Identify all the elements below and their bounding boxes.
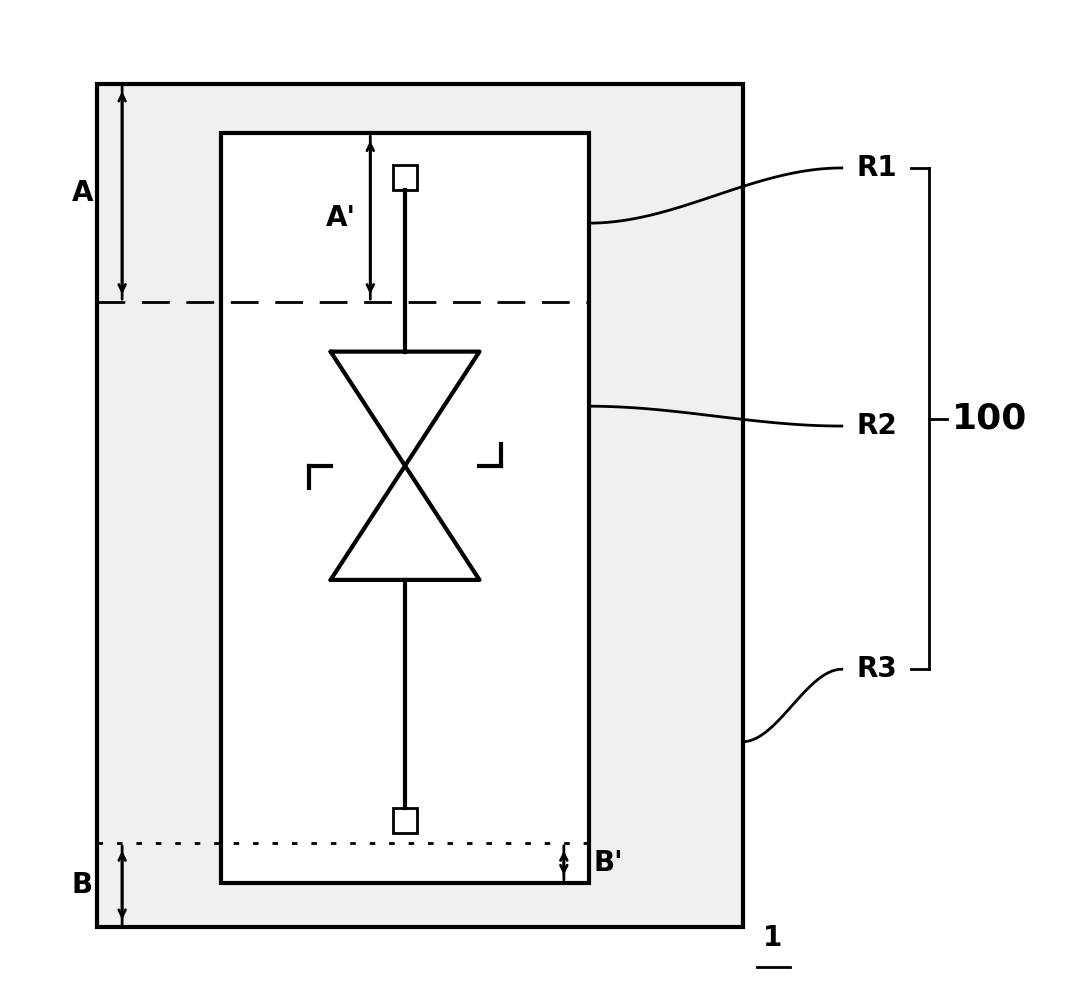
Text: 1: 1 <box>763 924 781 952</box>
Text: B: B <box>72 871 92 899</box>
Text: R2: R2 <box>856 412 898 440</box>
Text: B': B' <box>594 849 623 877</box>
Text: R1: R1 <box>856 154 898 182</box>
Text: R3: R3 <box>856 656 898 684</box>
Bar <box>393 165 418 190</box>
Bar <box>97 83 742 927</box>
Text: A: A <box>72 179 94 207</box>
Text: A': A' <box>325 203 356 231</box>
Bar <box>221 133 589 883</box>
Text: 100: 100 <box>952 401 1027 435</box>
Bar <box>393 808 418 833</box>
